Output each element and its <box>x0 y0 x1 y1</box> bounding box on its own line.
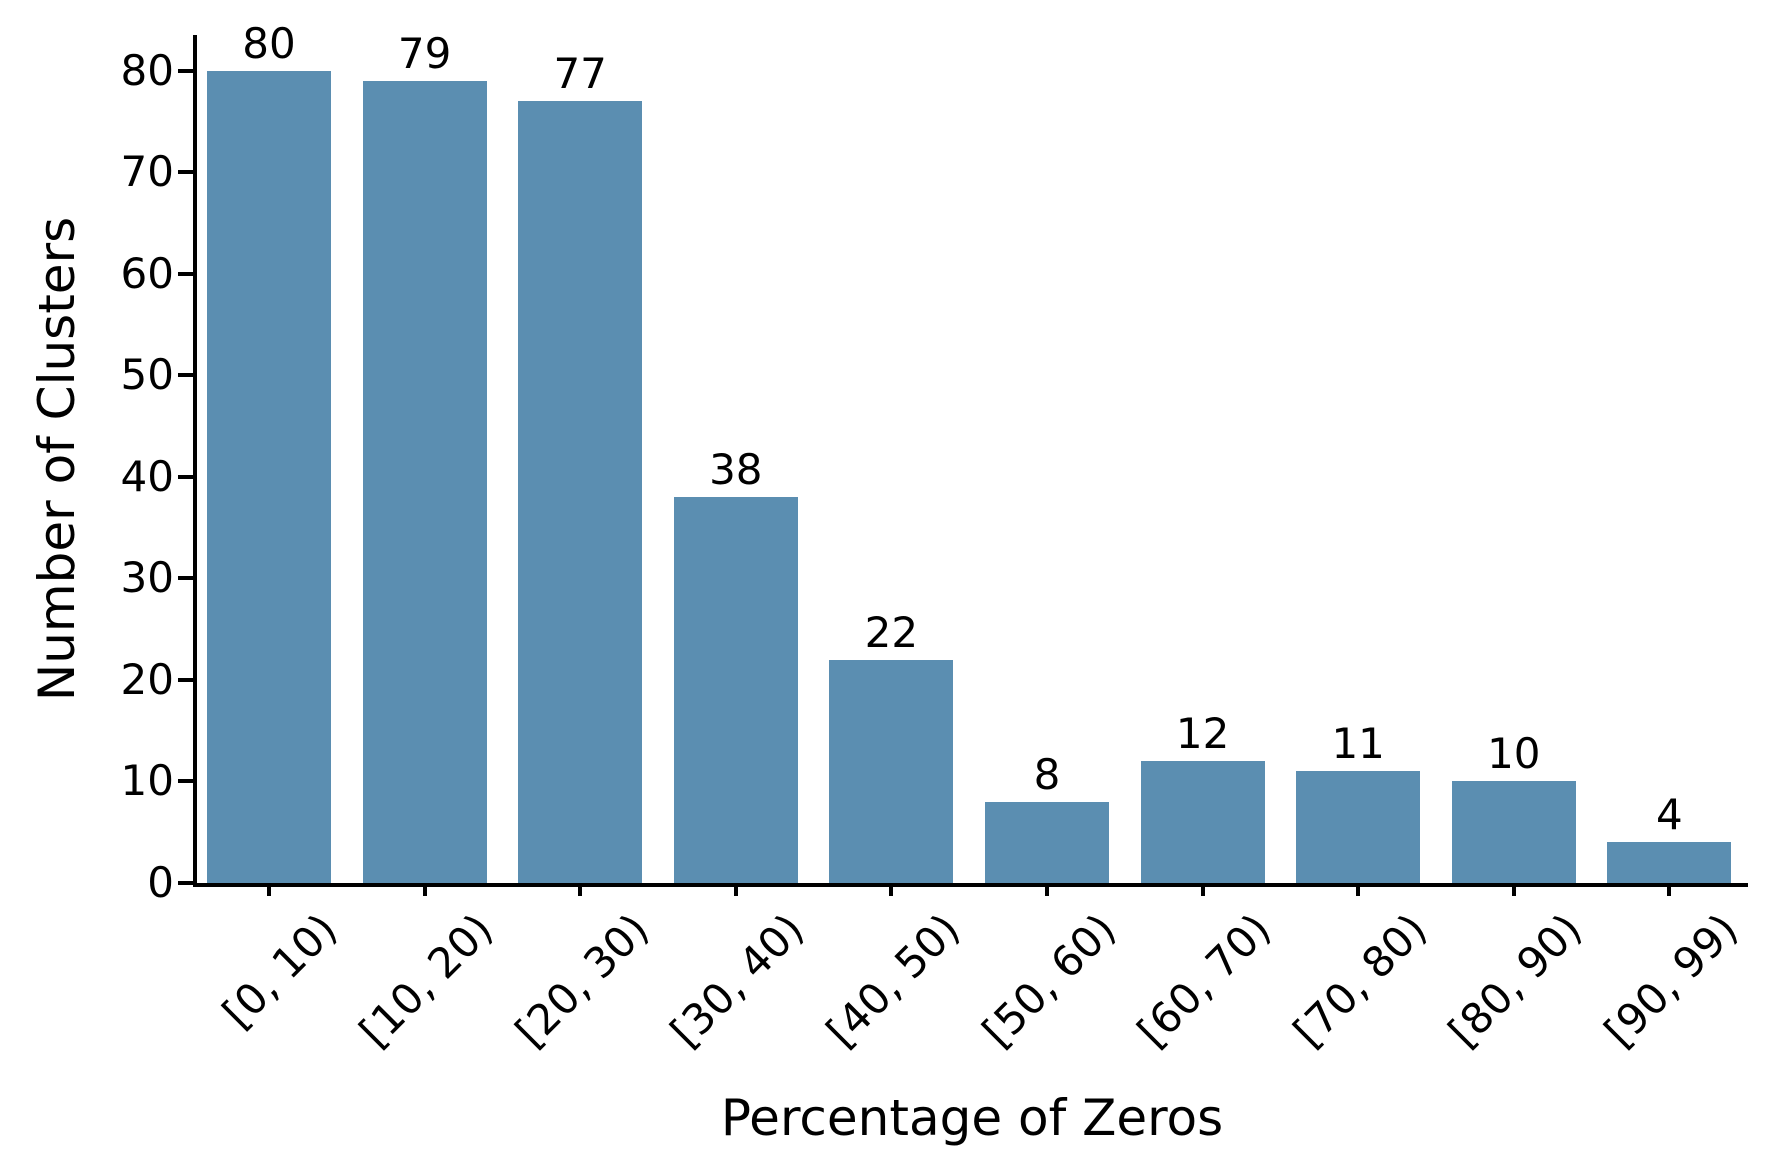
x-tick-label: [0, 10) <box>213 904 347 1038</box>
bar <box>207 70 331 883</box>
y-tick <box>178 170 193 175</box>
bar <box>673 497 798 883</box>
x-tick-label: [90, 99) <box>1594 904 1748 1057</box>
x-tick-label: [20, 30) <box>505 904 659 1057</box>
y-tick-label: 70 <box>120 147 174 197</box>
x-tick-label: [40, 50) <box>816 904 970 1057</box>
bar <box>985 801 1109 883</box>
x-tick-label: [80, 90) <box>1439 904 1592 1057</box>
bar <box>1451 781 1576 883</box>
x-tick <box>422 883 427 896</box>
bar-value-label: 12 <box>1175 709 1230 759</box>
x-tick <box>889 883 894 896</box>
bar <box>829 659 954 883</box>
bar-value-label: 11 <box>1331 719 1385 769</box>
bar <box>1140 761 1265 883</box>
plot-area: 0 10 20 30 40 50 60 70 80 80 [0, 10) 79 [10, 20) 77 [2… <box>121 22 1748 1056</box>
x-tick <box>1045 883 1049 896</box>
y-axis-title: Number of Clusters <box>28 216 86 702</box>
y-tick <box>178 779 193 784</box>
bar-value-label: 79 <box>397 28 452 78</box>
y-tick-label: 20 <box>120 654 174 704</box>
x-tick <box>1667 883 1672 896</box>
x-tick-label: [50, 60) <box>972 904 1125 1057</box>
bar-value-label: 4 <box>1656 790 1683 840</box>
x-axis-title: Percentage of Zeros <box>720 1089 1224 1147</box>
x-tick-label: [30, 40) <box>661 904 814 1057</box>
bar-value-label: 8 <box>1033 749 1061 799</box>
y-tick <box>178 576 193 581</box>
y-tick-label: 10 <box>120 756 174 806</box>
y-tick-label: 40 <box>120 451 174 501</box>
bar <box>362 80 487 883</box>
y-tick <box>178 271 193 276</box>
bar-value-label: 38 <box>709 445 763 495</box>
y-tick-label: 80 <box>120 45 174 95</box>
x-tick <box>733 883 738 896</box>
bar <box>1296 771 1421 883</box>
x-tick <box>1511 883 1516 896</box>
x-tick-label: [10, 20) <box>350 904 503 1057</box>
x-tick-label: [70, 80) <box>1283 904 1437 1057</box>
bar-value-label: 77 <box>553 49 607 99</box>
y-tick-label: 0 <box>147 858 174 907</box>
x-tick-label: [60, 70) <box>1128 904 1281 1057</box>
y-tick <box>178 68 193 73</box>
x-tick <box>1356 883 1361 896</box>
bar-value-label: 80 <box>242 18 296 68</box>
x-tick <box>578 883 583 896</box>
y-tick <box>178 677 193 682</box>
bar-value-label: 22 <box>864 607 919 657</box>
x-tick <box>1200 883 1205 896</box>
y-tick-label: 30 <box>120 553 174 603</box>
y-tick <box>178 474 193 479</box>
y-tick <box>178 373 193 378</box>
y-tick-label: 60 <box>120 248 174 298</box>
y-tick <box>178 881 193 885</box>
bar-value-label: 10 <box>1487 729 1541 779</box>
y-tick-label: 50 <box>120 350 174 400</box>
bar <box>518 101 643 883</box>
x-tick <box>267 883 271 896</box>
bar <box>1607 842 1732 883</box>
